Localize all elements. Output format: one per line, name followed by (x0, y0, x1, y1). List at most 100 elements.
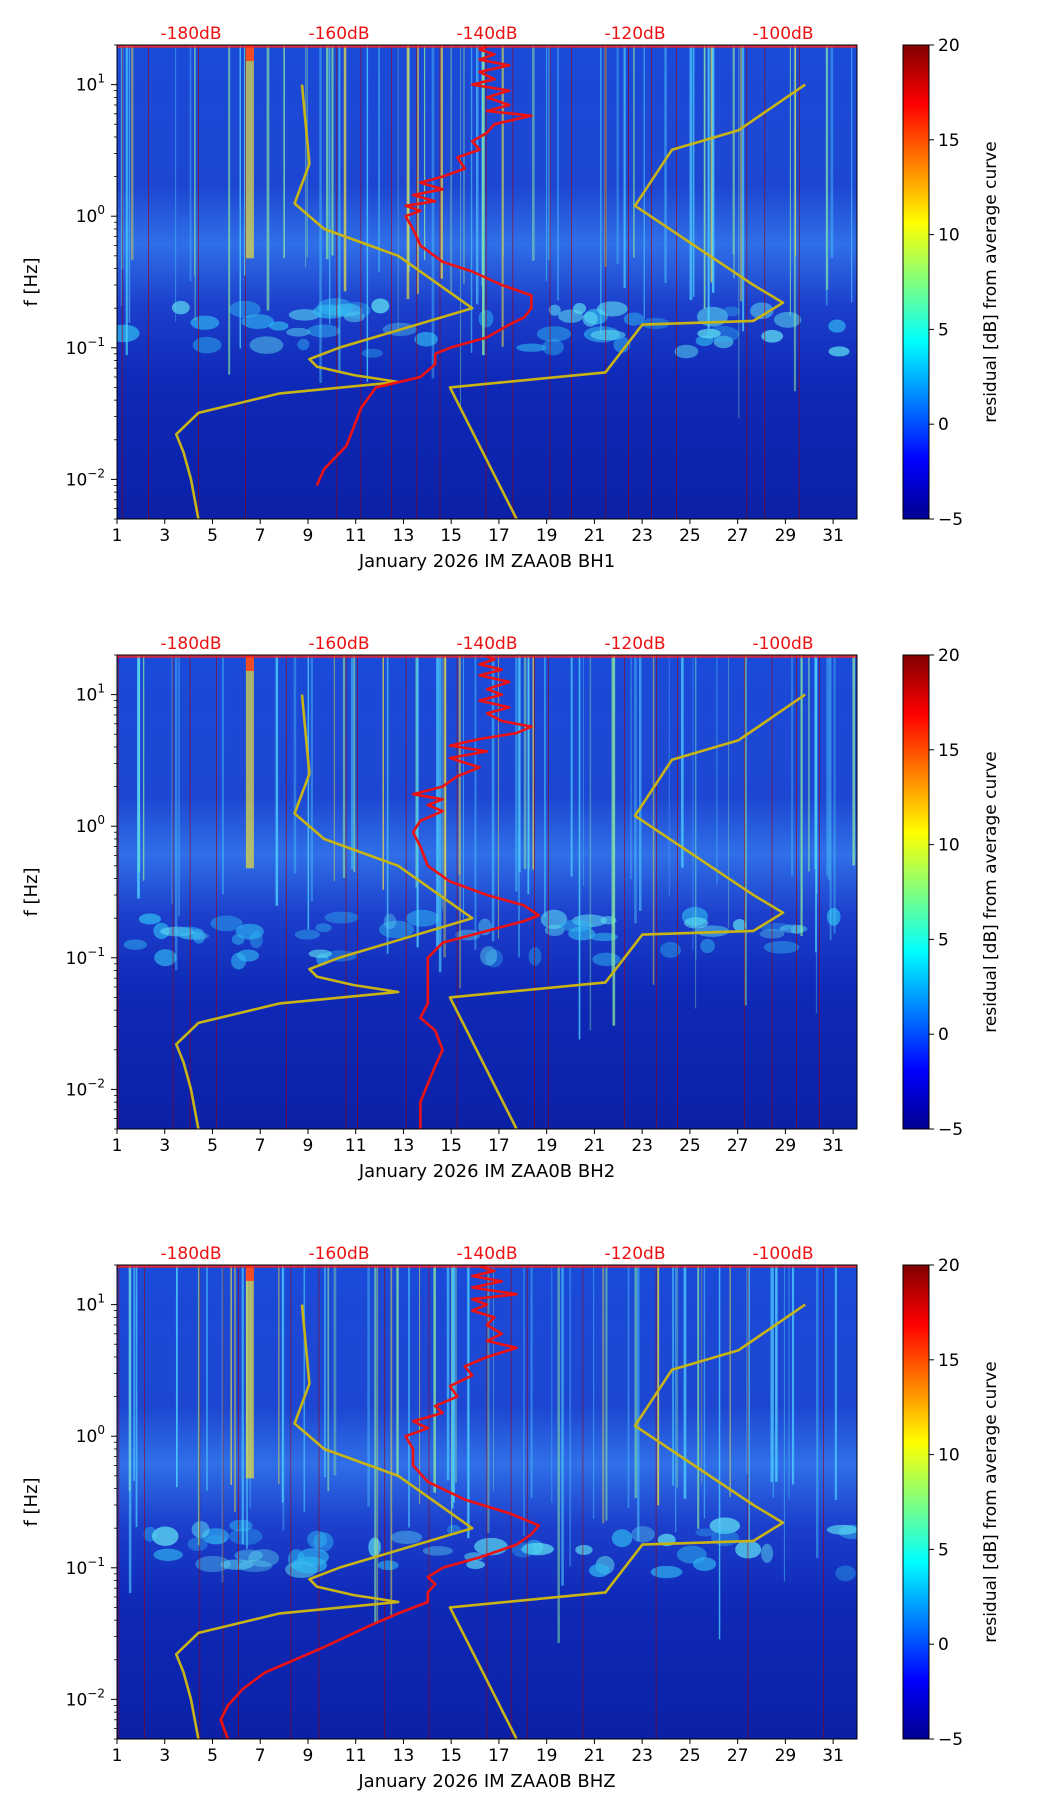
microseism-blob (722, 306, 740, 317)
db-tick-label: -140dB (456, 24, 517, 44)
microseism-blob (190, 315, 220, 330)
x-tick-label: 3 (159, 526, 170, 546)
x-tick-label: 29 (775, 526, 797, 546)
series-median (411, 655, 541, 1129)
microseism-blob (291, 1556, 328, 1574)
colorbar-tick-label: 0 (938, 1635, 949, 1655)
microseism-blob (568, 926, 596, 941)
colorbar-tick-label: 10 (938, 226, 960, 246)
microseism-blob (733, 919, 747, 932)
microseism-blob (761, 329, 784, 343)
x-tick-label: 11 (345, 1746, 367, 1766)
event-band-top (245, 1265, 254, 1281)
x-tick-label: 5 (207, 526, 218, 546)
y-tick-base: 10 (76, 686, 98, 706)
microseism-blob (235, 923, 264, 940)
x-tick-label: 23 (631, 1136, 653, 1156)
db-tick-label: -160dB (308, 24, 369, 44)
y-tick-label: 10−1 (66, 945, 105, 969)
series-median (219, 1265, 541, 1739)
x-tick-label: 29 (775, 1746, 797, 1766)
colorbar-tick-label: 0 (938, 415, 949, 435)
x-tick-label: 31 (822, 526, 844, 546)
colorbar (902, 44, 930, 520)
y-tick-base: 10 (66, 1690, 88, 1710)
series-nlnm (174, 1304, 474, 1739)
colorbar-tick-label: 10 (938, 836, 960, 856)
microseism-blob (229, 1519, 253, 1532)
colorbar-tick-label: 20 (938, 36, 960, 56)
colorbar-label: residual [dB] from average curve (981, 1361, 1001, 1642)
plot-frame (116, 44, 858, 520)
microseism-blob (480, 946, 498, 966)
microseism-blob (308, 949, 332, 958)
microseism-blob (485, 949, 503, 968)
microseism-blob (826, 1524, 857, 1535)
y-tick-base: 10 (76, 207, 98, 227)
event-band-top (245, 45, 254, 61)
spectrogram (117, 45, 857, 519)
y-tick-exponent: 1 (97, 72, 105, 86)
colorbar-tick-label: 20 (938, 646, 960, 666)
microseism-blob (631, 1526, 655, 1543)
microseism-blob (405, 909, 439, 927)
x-tick-label: 9 (303, 1746, 314, 1766)
x-tick-label: 11 (345, 1136, 367, 1156)
y-tick-label: 100 (76, 203, 105, 227)
microseism-blob (763, 940, 800, 954)
event-band (245, 655, 254, 869)
microseism-blob (414, 332, 438, 347)
x-tick-label: 27 (727, 1136, 749, 1156)
microseism-blob (835, 1565, 856, 1582)
x-tick-label: 5 (207, 1746, 218, 1766)
microseism-blob (377, 1560, 399, 1571)
microseism-blob (343, 311, 365, 323)
microseism-blob (596, 301, 628, 317)
microseism-blob (516, 343, 547, 352)
microseism-blob (790, 925, 804, 935)
microseism-blob (195, 1555, 231, 1573)
colorbar-label: residual [dB] from average curve (981, 751, 1001, 1032)
x-tick-label: 29 (775, 1136, 797, 1156)
y-tick-exponent: −1 (87, 1555, 105, 1569)
microseism-blob (154, 949, 177, 967)
db-tick-label: -160dB (308, 1244, 369, 1264)
event-band-top (245, 655, 254, 671)
y-tick-base: 10 (66, 949, 88, 969)
y-tick-base: 10 (76, 817, 98, 837)
x-tick-label: 11 (345, 526, 367, 546)
db-tick-label: -160dB (308, 634, 369, 654)
microseism-blob (228, 300, 261, 318)
y-tick-exponent: −2 (87, 1686, 105, 1700)
microseism-blob (192, 336, 222, 354)
x-tick-label: 19 (536, 526, 558, 546)
x-tick-label: 17 (488, 1746, 510, 1766)
x-tick-label: 31 (822, 1136, 844, 1156)
microseism-blob (241, 314, 275, 329)
microseism-blob (138, 913, 161, 925)
microseism-blob (286, 327, 311, 337)
microseism-blob (773, 311, 802, 328)
series-group (174, 655, 806, 1129)
x-tick-label: 21 (584, 1746, 606, 1766)
x-tick-label: 13 (393, 526, 415, 546)
y-tick-exponent: −2 (87, 466, 105, 480)
y-tick-label: 101 (76, 682, 105, 706)
microseism-blob (249, 336, 284, 354)
microseism-blob (590, 329, 626, 341)
plot-frame (116, 654, 858, 1130)
microseism-blob (237, 949, 260, 962)
colorbar-tick-label: 5 (938, 930, 949, 950)
microseism-blob (575, 1544, 593, 1555)
microseism-blob (511, 1542, 535, 1558)
microseism-blob (171, 300, 190, 315)
microseism-blob (371, 298, 390, 314)
db-tick-label: -100dB (752, 634, 813, 654)
x-tick-label: 15 (440, 1136, 462, 1156)
microseism-blob (313, 1532, 334, 1552)
x-tick-label: 17 (488, 1136, 510, 1156)
x-tick-label: 23 (631, 526, 653, 546)
microseism-blob (123, 939, 148, 950)
y-tick-base: 10 (66, 1559, 88, 1579)
